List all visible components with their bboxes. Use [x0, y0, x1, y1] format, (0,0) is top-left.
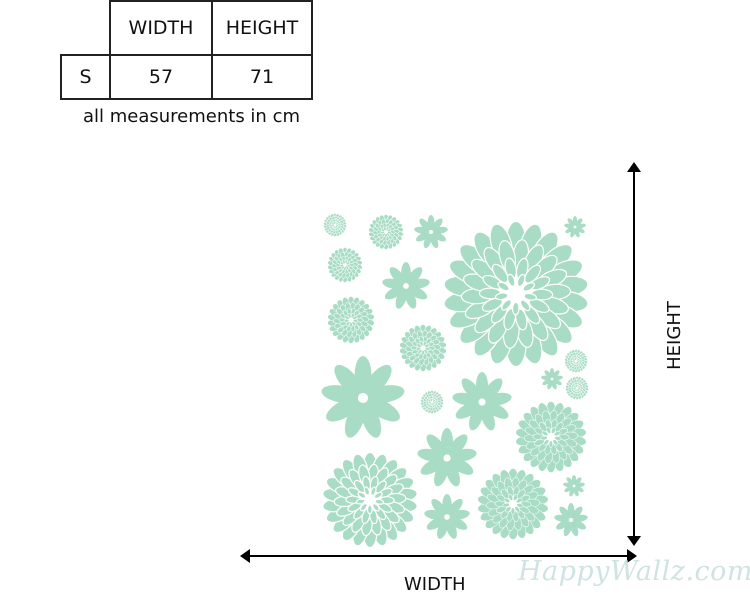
dahlia-decal [420, 390, 444, 414]
height-label: HEIGHT [663, 301, 685, 370]
dahlia-decal [564, 349, 588, 373]
header-cell [61, 1, 111, 56]
table-row: S 57 71 [60, 54, 313, 100]
daisy-decal [417, 428, 477, 487]
dahlia-decal [565, 376, 589, 400]
daisy-decal [382, 262, 430, 309]
dahlia-decal [323, 213, 347, 237]
table-header-row: WIDTH HEIGHT [61, 0, 313, 56]
daisy-decal [563, 475, 585, 497]
daisy-decal [321, 356, 405, 438]
daisy-decal [414, 215, 448, 249]
dahlia-decal [477, 468, 549, 540]
size-table: WIDTH HEIGHT S 57 71 [60, 0, 313, 100]
header-cell: HEIGHT [211, 0, 313, 56]
dahlia-decal [515, 401, 587, 473]
dahlia-decal [322, 451, 418, 549]
dahlia-decal [399, 324, 447, 372]
daisy-decal [554, 503, 588, 537]
flower-decals [321, 213, 589, 549]
width-label: WIDTH [404, 574, 466, 595]
header-cell: WIDTH [109, 0, 213, 56]
daisy-decal [424, 494, 470, 539]
width-arrow [240, 549, 637, 563]
dahlia-decal [327, 296, 375, 344]
dahlia-decal [327, 247, 363, 283]
dahlia-decal [368, 214, 404, 250]
daisy-decal [452, 372, 512, 431]
table-cell: 57 [109, 54, 213, 100]
table-cell: 71 [211, 54, 313, 100]
measurement-note: all measurements in cm [83, 106, 300, 127]
watermark: HappyWallz.com [518, 556, 750, 587]
daisy-decal [564, 216, 586, 238]
daisy-decal [541, 368, 563, 390]
dahlia-decal [443, 220, 589, 368]
height-arrow [627, 162, 641, 546]
table-cell: S [60, 54, 111, 100]
